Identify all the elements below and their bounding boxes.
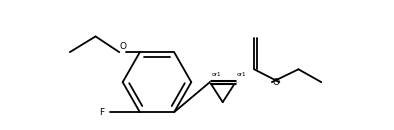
Text: or1: or1 — [236, 72, 246, 77]
Text: O: O — [272, 78, 279, 87]
Text: F: F — [99, 108, 104, 117]
Text: O: O — [119, 42, 126, 51]
Text: or1: or1 — [211, 72, 221, 77]
